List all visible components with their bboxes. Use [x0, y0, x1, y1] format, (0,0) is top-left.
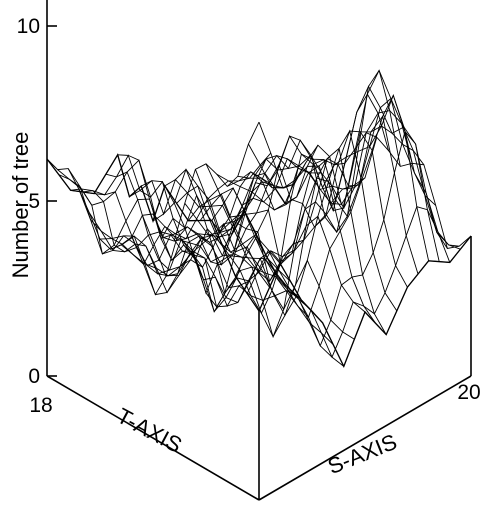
mesh-line-t — [176, 93, 390, 315]
mesh-line-t — [246, 206, 460, 359]
mesh-line-t — [234, 130, 448, 347]
axes: 051018020 — [17, 0, 481, 517]
mesh-line-t — [199, 97, 413, 317]
z-tick-label: 5 — [28, 190, 40, 213]
s-axis-line — [258, 375, 472, 501]
s-tick-label: 20 — [457, 381, 480, 404]
mesh-line-t — [70, 171, 283, 296]
mesh-line-t — [164, 132, 377, 289]
mesh-line-t — [129, 165, 342, 313]
surface-mesh — [46, 69, 472, 368]
mesh-line-t — [46, 121, 260, 250]
mesh-line-t — [223, 94, 437, 319]
front-edge-s-profile — [258, 235, 472, 369]
t-axis-line — [46, 375, 260, 501]
z-tick-label: 0 — [28, 365, 40, 388]
mesh-line-t — [152, 153, 366, 308]
mesh-line-t — [211, 125, 425, 297]
mesh-line-t — [117, 154, 330, 269]
t-axis-label: T-AXIS — [113, 403, 186, 458]
mesh-line-t — [94, 161, 307, 277]
surface-edges — [46, 153, 472, 369]
t-tick-label: 18 — [29, 394, 52, 417]
z-tick-label: 10 — [17, 15, 40, 38]
s-axis-label: S-AXIS — [324, 429, 400, 479]
mesh-line-t — [82, 181, 295, 294]
z-axis-label: Number of tree — [8, 132, 33, 279]
mesh-line-t — [105, 144, 319, 271]
front-edge-t-profile — [46, 153, 260, 312]
mesh-line-t — [187, 69, 401, 339]
mesh-line-s — [205, 115, 419, 275]
mesh-line-t — [258, 235, 472, 368]
